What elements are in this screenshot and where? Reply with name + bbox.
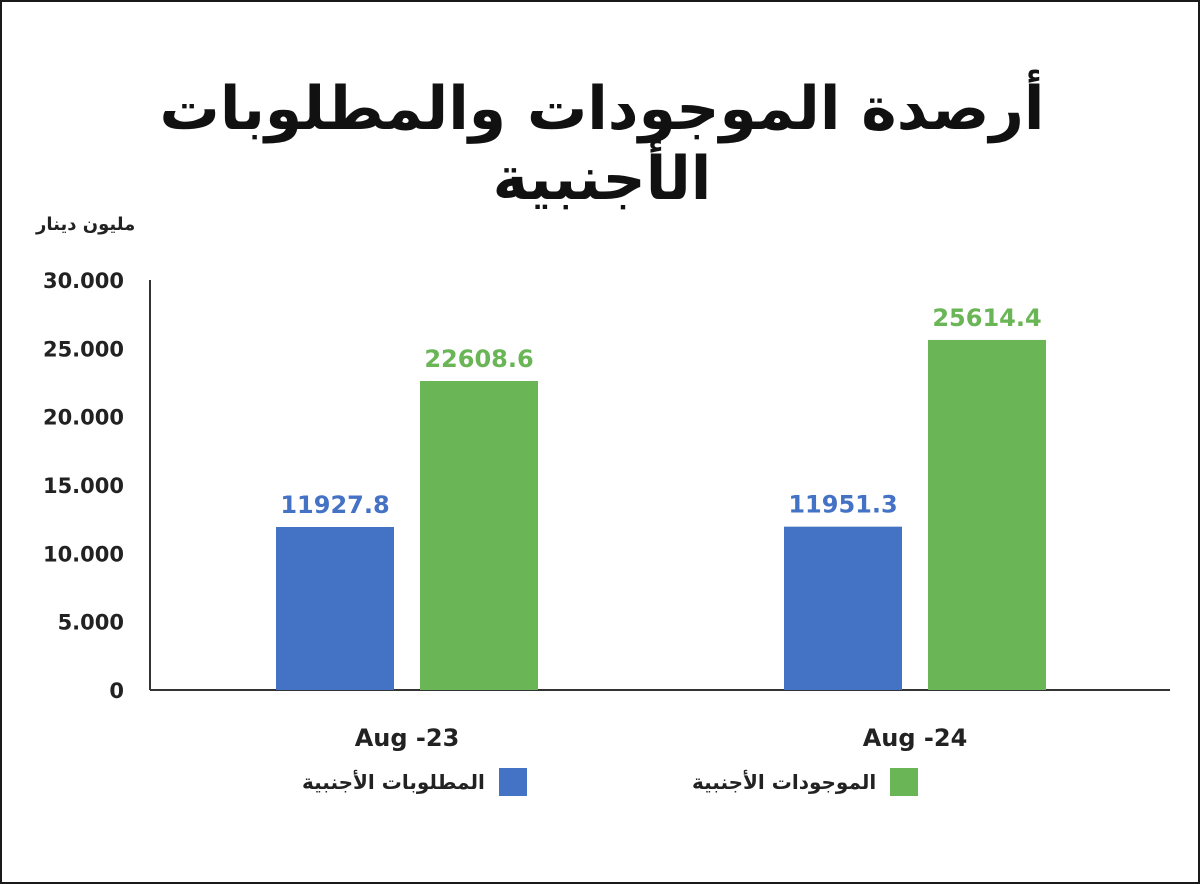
legend-swatch-assets [890,768,919,796]
chart-title: أرصدة الموجودات والمطلوبات الأجنبية [159,74,1046,214]
legend-label-liabilities: المطلوبات الأجنبية [302,770,485,794]
legend-label-assets: الموجودات الأجنبية [692,770,877,794]
bar [420,381,538,690]
y-tick-label: 25.000 [43,337,124,361]
bar [928,339,1046,690]
x-tick-label: Aug -23 [355,724,460,752]
legend-item-assets: الموجودات الأجنبية [692,766,919,798]
data-label: 11927.8 [280,491,389,519]
data-label: 22608.6 [424,345,533,373]
y-tick-label: 20.000 [43,406,124,430]
data-label: 11951.3 [788,491,897,519]
x-tick-label: Aug -24 [863,724,968,752]
legend-item-liabilities: المطلوبات الأجنبية [302,766,527,798]
y-axis-unit-label: مليون دينار [36,214,136,235]
data-label: 25614.4 [932,304,1041,332]
legend-swatch-liabilities [498,768,527,796]
bar [784,526,902,690]
y-tick-label: 30.000 [43,269,124,293]
bar [276,526,394,690]
y-tick-label: 15.000 [43,474,124,498]
y-tick-label: 0 [109,679,124,703]
y-tick-label: 10.000 [43,542,124,566]
y-tick-label: 5.000 [58,611,124,635]
